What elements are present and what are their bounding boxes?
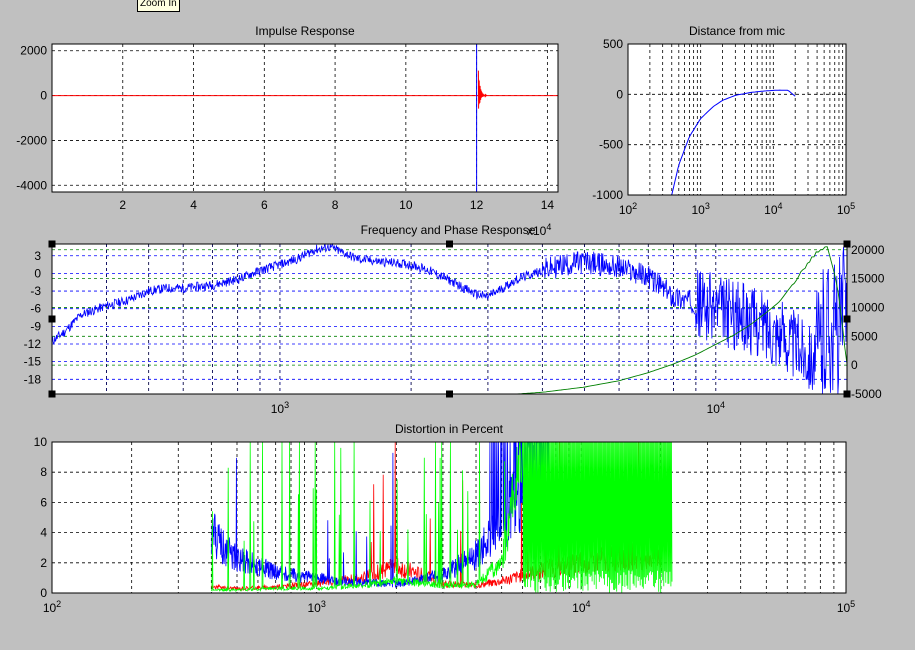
selection-handle — [48, 240, 56, 248]
selection-handle — [446, 390, 453, 398]
x-tick-label: 105 — [837, 599, 855, 615]
x-tick-label: 103 — [691, 201, 709, 217]
y-tick-label: 0 — [40, 89, 47, 103]
plot-area — [628, 44, 846, 195]
zoom-in-tooltip: Zoom In — [137, 0, 180, 12]
y2-tick-label: 10000 — [851, 300, 885, 314]
x-tick-label: 104 — [707, 400, 725, 416]
y-tick-label: 500 — [603, 37, 623, 51]
selection-handle — [843, 390, 851, 398]
y-tick-label: 4 — [40, 526, 47, 540]
plot-title: Distortion in Percent — [395, 422, 504, 436]
selection-handle — [446, 240, 453, 248]
x-tick-label: 105 — [837, 201, 855, 217]
distortion-percent-plot[interactable]: 102 103 104 105 10 8 6 4 2 0 Distortion in Percent — [34, 422, 856, 615]
plot-area — [52, 44, 558, 192]
distance-from-mic-plot[interactable]: 102 103 104 105 500 0 -500 -1000 Distance from m… — [592, 24, 855, 217]
impulse-response-plot[interactable]: 2 4 6 8 10 12 14 2000 0 -2000 -4000 Impulse Respons… — [16, 24, 559, 212]
y-tick-label: -9 — [30, 319, 41, 333]
y-tick-label: 2 — [40, 556, 47, 570]
x-tick-label: 104 — [764, 201, 782, 217]
x-tick-label: 4 — [190, 198, 197, 212]
y-tick-label: 8 — [40, 465, 47, 479]
x-tick-label: 102 — [43, 599, 61, 615]
selection-handle — [843, 315, 851, 323]
y-tick-label: -15 — [24, 355, 42, 369]
y-tick-label: 0 — [616, 87, 623, 101]
y-tick-label: -1000 — [592, 188, 623, 202]
impulse-red-trace — [477, 70, 488, 109]
selection-handle — [843, 240, 851, 248]
y2-tick-label: 0 — [851, 358, 858, 372]
x-tick-label: 10 — [399, 198, 413, 212]
x-tick-label: 103 — [271, 400, 289, 416]
y-tick-label: -4000 — [16, 178, 47, 192]
x-tick-label: 103 — [307, 599, 325, 615]
axes-frame — [627, 43, 847, 196]
selection-handle — [48, 315, 56, 323]
x-tick-label: 104 — [572, 599, 590, 615]
plot-area — [52, 442, 846, 593]
distance-curve — [671, 89, 796, 196]
phase-response-trace — [517, 246, 848, 395]
y-tick-label: -2000 — [16, 133, 47, 147]
y-tick-label: -3 — [30, 284, 41, 298]
x-tick-label: 14 — [541, 198, 555, 212]
frequency-phase-response-plot[interactable]: 103 104 3 0 -3 -6 -9 -12 -15 -18 20000 15000 10000 50… — [24, 222, 885, 416]
y-tick-label: 3 — [34, 249, 41, 263]
y-tick-label: -12 — [24, 337, 42, 351]
x-tick-label: 12 — [470, 198, 484, 212]
x-tick-label: 102 — [619, 201, 637, 217]
y2-tick-label: -5000 — [851, 387, 882, 401]
x-tick-label: 8 — [332, 198, 339, 212]
plot-title: Impulse Response — [255, 24, 355, 38]
y-tick-label: 6 — [40, 495, 47, 509]
selection-handle — [48, 390, 56, 398]
y-tick-label: 0 — [40, 586, 47, 600]
y-tick-label: 2000 — [20, 44, 47, 58]
plot-title: Distance from mic — [689, 24, 785, 38]
y-tick-label: 0 — [34, 266, 41, 280]
axes-frame — [51, 441, 847, 594]
y-tick-label: 10 — [34, 435, 48, 449]
y-tick-label: -18 — [24, 372, 42, 386]
plot-title: Frequency and Phase Response — [361, 223, 536, 237]
x-tick-label: 2 — [119, 198, 126, 212]
y-tick-label: -6 — [30, 302, 41, 316]
axes-frame — [51, 43, 559, 193]
y2-tick-label: 15000 — [851, 272, 885, 286]
y2-tick-label: 5000 — [851, 329, 878, 343]
y-tick-label: -500 — [599, 138, 623, 152]
y2-exponent-label: x104 — [527, 222, 551, 238]
frequency-response-trace — [51, 242, 848, 395]
y2-tick-label: 20000 — [851, 243, 885, 257]
x-tick-label: 6 — [261, 198, 268, 212]
